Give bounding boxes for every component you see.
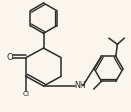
Text: Cl: Cl <box>23 91 30 97</box>
Text: NH: NH <box>74 81 86 90</box>
Text: O: O <box>7 53 13 62</box>
